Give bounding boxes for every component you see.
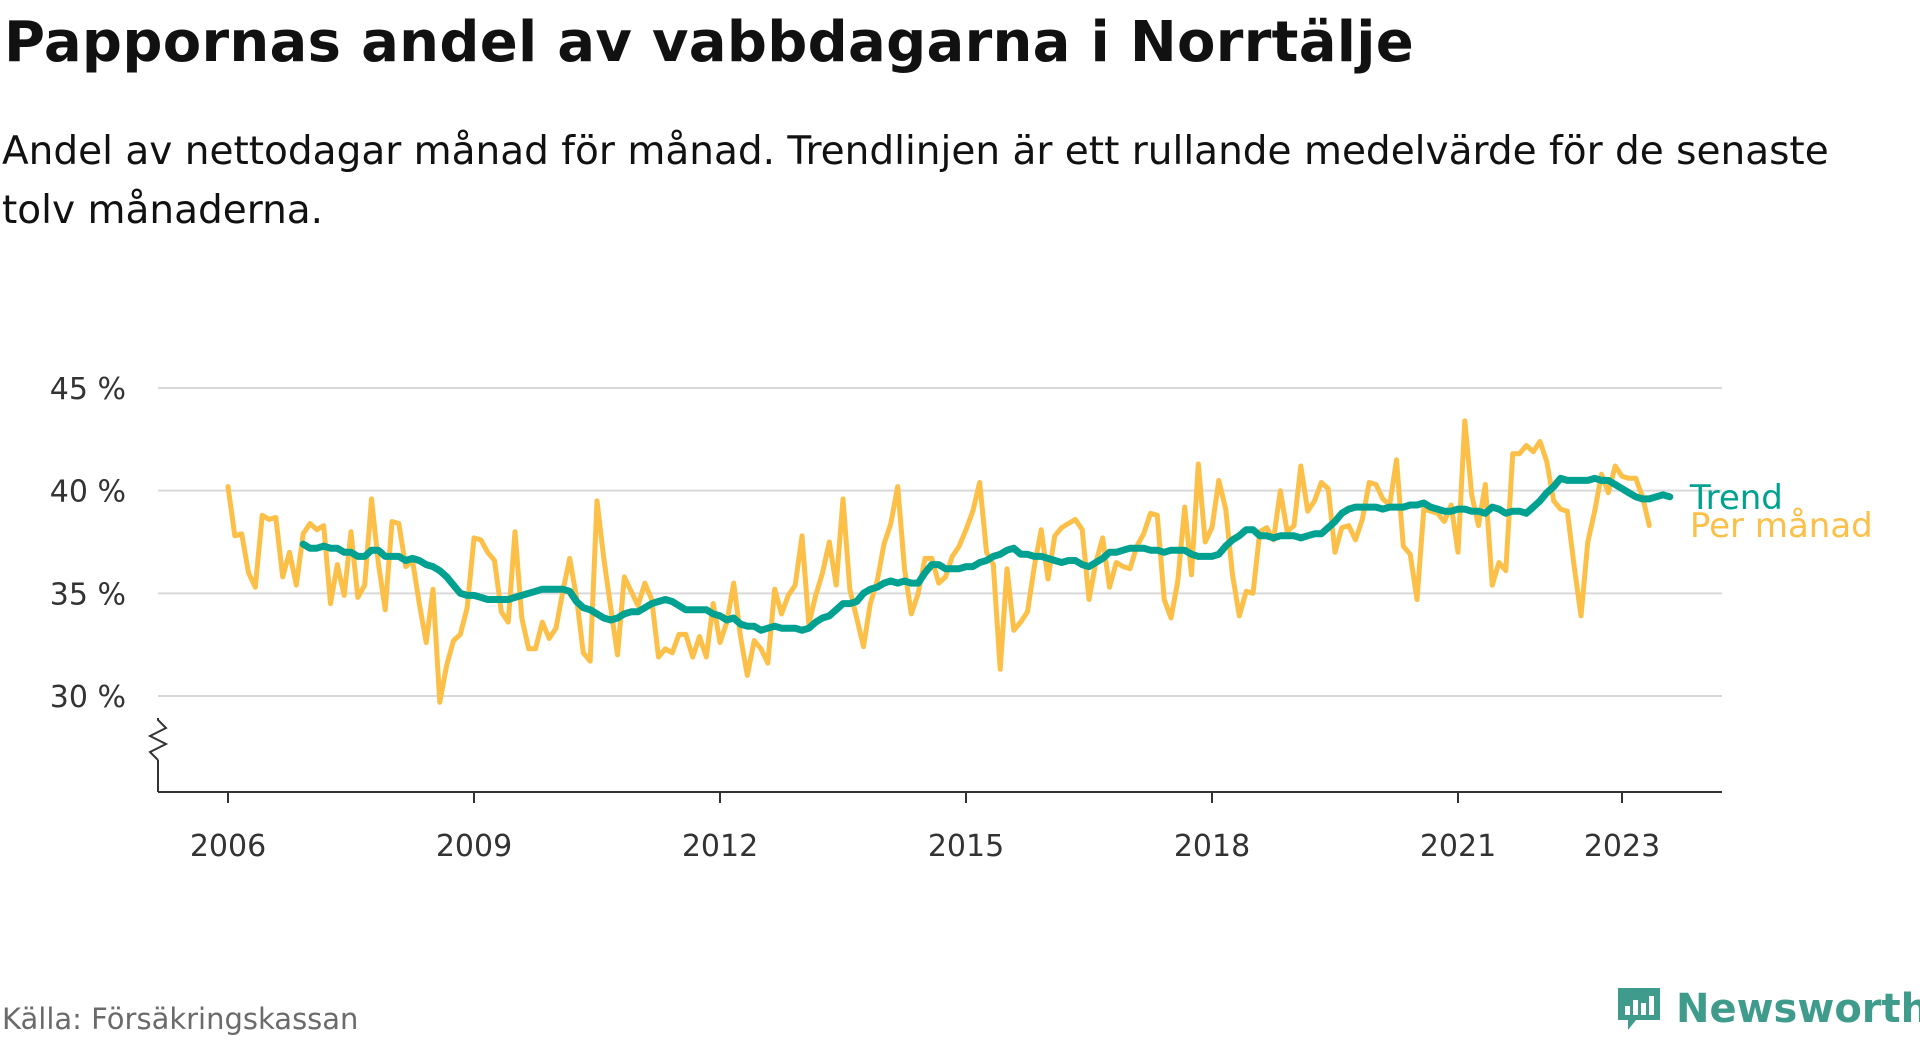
series-line-monthly xyxy=(225,418,1652,705)
monthly-end-label: Per månad xyxy=(1690,506,1873,546)
trend-end-label: Trend xyxy=(1689,478,1783,518)
y-tick-label: 40 % xyxy=(50,475,126,510)
y-tick-label: 35 % xyxy=(50,577,126,612)
x-tick-label: 2018 xyxy=(1174,829,1250,864)
series-line-trend xyxy=(299,474,1674,634)
x-axis-ticks: 2006 2009 2012 2015 2018 2021 2023 xyxy=(190,792,1660,864)
brand-name: Newsworthy xyxy=(1676,986,1920,1032)
brand[interactable]: Newsworthy xyxy=(1614,978,1920,1040)
series-lines xyxy=(225,418,1674,705)
x-tick-label: 2012 xyxy=(682,829,758,864)
chart-title: Pappornas andel av vabbdagarna i Norrtäl… xyxy=(4,10,1415,75)
x-tick-label: 2021 xyxy=(1420,829,1496,864)
source-note: Källa: Försäkringskassan xyxy=(2,1002,359,1036)
axes xyxy=(147,718,1722,793)
chart-subtitle: Andel av nettodagar månad för månad. Tre… xyxy=(2,129,1829,233)
x-tick-label: 2023 xyxy=(1584,829,1660,864)
x-tick-label: 2015 xyxy=(928,829,1004,864)
axis-break-icon xyxy=(147,718,169,761)
x-tick-label: 2009 xyxy=(436,829,512,864)
newsworthy-logo-icon xyxy=(1618,988,1660,1030)
x-tick-label: 2006 xyxy=(190,829,266,864)
y-axis-ticks: 30 % 35 % 40 % 45 % xyxy=(50,372,126,715)
y-tick-label: 45 % xyxy=(50,372,126,407)
y-tick-label: 30 % xyxy=(50,680,126,715)
